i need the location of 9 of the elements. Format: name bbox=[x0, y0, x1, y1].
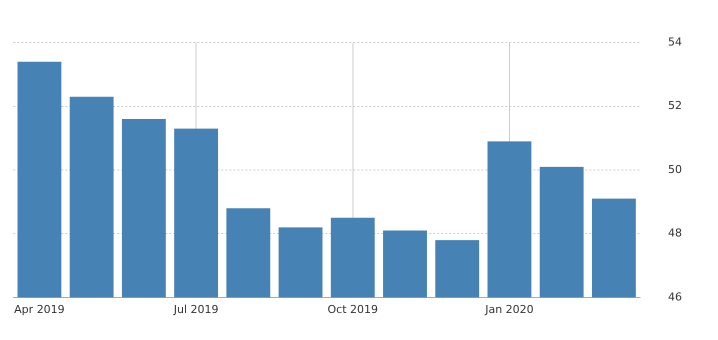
y-tick-label: 50 bbox=[668, 162, 682, 176]
x-tick-label: Jul 2019 bbox=[172, 302, 218, 316]
x-tick-label: Apr 2019 bbox=[14, 302, 65, 316]
y-tick-label: 48 bbox=[668, 226, 682, 240]
y-tick-label: 52 bbox=[668, 99, 682, 112]
x-tick-label: Oct 2019 bbox=[328, 302, 378, 316]
x-tick-label: Jan 2020 bbox=[484, 302, 534, 316]
y-tick-label: 54 bbox=[668, 35, 682, 48]
y-tick-label: 46 bbox=[668, 290, 682, 304]
